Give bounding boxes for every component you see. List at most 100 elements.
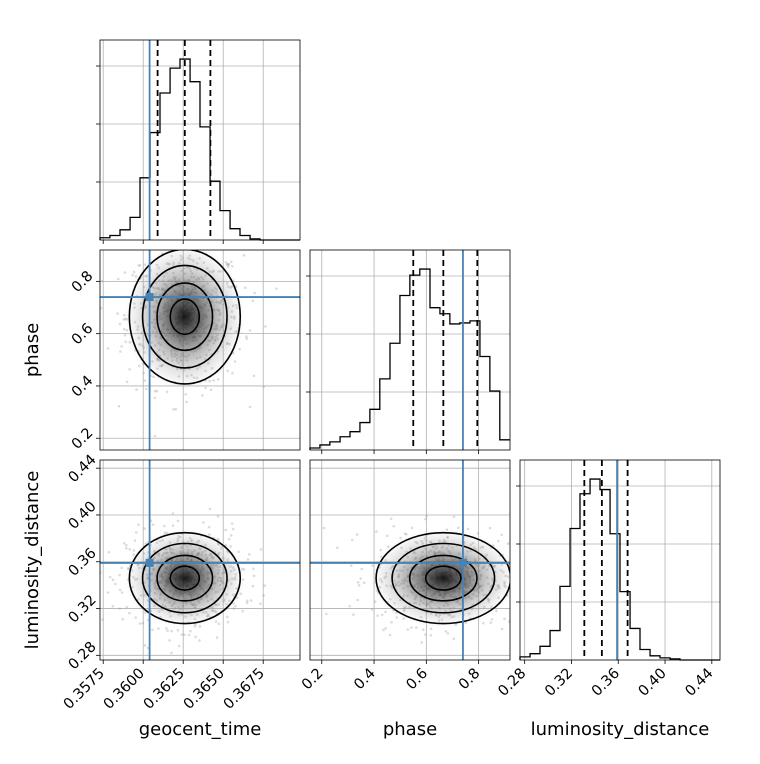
- truth-marker: [145, 558, 154, 567]
- sample-point: [171, 241, 174, 244]
- sample-point: [177, 241, 180, 244]
- sample-point: [174, 407, 178, 411]
- x-tick-label: 0.3650: [181, 666, 228, 713]
- sample-point: [170, 651, 173, 655]
- truth-marker: [458, 558, 467, 567]
- x-axis-label-phase: phase: [383, 719, 437, 740]
- x-tick-label: 0.6: [404, 666, 432, 694]
- y-axis-label-phase: phase: [22, 323, 43, 377]
- sample-point: [217, 622, 221, 626]
- sample-point: [249, 599, 253, 602]
- sample-point: [500, 627, 504, 631]
- y-tick-label: 0.2: [69, 425, 97, 453]
- sample-point: [356, 580, 360, 584]
- sample-point: [194, 635, 197, 639]
- sample-point: [125, 546, 128, 550]
- sample-point: [237, 550, 240, 554]
- sample-point: [488, 526, 492, 530]
- sample-point: [163, 524, 166, 528]
- sample-point: [429, 627, 433, 631]
- sample-point: [506, 542, 510, 545]
- sample-point: [452, 637, 456, 641]
- sample-point: [183, 633, 186, 637]
- sample-point: [106, 591, 110, 594]
- panel-frame: [309, 249, 511, 451]
- sample-point: [262, 594, 265, 597]
- sample-point: [165, 227, 168, 230]
- sample-point: [425, 514, 428, 518]
- sample-point: [176, 519, 180, 523]
- sample-point: [356, 598, 359, 602]
- panel-frame: [99, 249, 301, 451]
- sample-point: [201, 247, 204, 250]
- sample-point: [388, 633, 392, 637]
- sample-point: [252, 374, 256, 378]
- x-tick-label: 0.44: [682, 666, 716, 700]
- sample-point: [245, 337, 249, 340]
- sample-point: [457, 526, 460, 530]
- sample-point: [336, 546, 339, 550]
- sample-point: [248, 553, 251, 556]
- sample-point: [131, 273, 134, 277]
- sample-point: [100, 279, 104, 283]
- y-tick-label: 0.8: [69, 268, 97, 296]
- density-fill: [124, 250, 246, 391]
- sample-point: [120, 566, 124, 570]
- sample-point: [242, 244, 245, 247]
- x-tick-label: 0.3625: [141, 666, 188, 713]
- x-tick-label: 0.36: [589, 666, 623, 700]
- sample-point: [207, 525, 211, 529]
- sample-point: [424, 633, 427, 637]
- sample-point: [158, 236, 161, 239]
- sample-point: [275, 287, 278, 290]
- sample-point: [379, 548, 383, 552]
- density-fill: [369, 528, 510, 628]
- y-tick-label: 0.6: [69, 321, 97, 349]
- sample-point: [151, 628, 154, 632]
- sample-point: [202, 521, 205, 524]
- sample-point: [184, 392, 187, 396]
- sample-point: [180, 633, 184, 637]
- contour-level: [408, 554, 478, 602]
- sample-point: [370, 608, 374, 611]
- sample-point: [166, 629, 169, 633]
- panel-frame: [99, 459, 301, 661]
- sample-point: [415, 626, 418, 629]
- y-tick-label: 0.4: [69, 373, 97, 401]
- sample-point: [251, 299, 255, 303]
- sample-point: [515, 576, 518, 579]
- sample-point: [151, 523, 155, 527]
- x-tick-label: 0.3575: [61, 666, 108, 713]
- sample-point: [208, 507, 212, 511]
- sample-point: [489, 621, 493, 624]
- contour-level: [424, 565, 462, 591]
- x-tick-label: 0.28: [495, 666, 529, 700]
- sample-point: [429, 634, 433, 637]
- sample-point: [108, 575, 112, 579]
- sample-point: [172, 408, 175, 411]
- x-tick-label: 0.40: [636, 666, 670, 700]
- sample-point: [209, 388, 213, 392]
- sample-point: [406, 628, 410, 631]
- sample-point: [512, 548, 515, 551]
- sample-point: [513, 529, 516, 532]
- sample-point: [242, 253, 246, 257]
- sample-point: [253, 291, 257, 295]
- x-tick-label: 0.3675: [221, 666, 268, 713]
- sample-point: [116, 312, 119, 315]
- histogram-luminosity-distance: [519, 478, 720, 661]
- sample-point: [520, 572, 523, 575]
- sample-point: [118, 607, 122, 610]
- sample-point: [538, 596, 541, 599]
- contour-level: [141, 542, 228, 614]
- sample-point: [134, 616, 137, 619]
- sample-point: [165, 390, 169, 394]
- sample-point: [516, 579, 519, 582]
- panel-phase-vs-geocent_time: [100, 227, 300, 450]
- sample-point: [490, 618, 494, 621]
- sample-point: [516, 551, 519, 554]
- contour-level: [391, 542, 496, 614]
- sample-point: [119, 350, 122, 353]
- sample-point: [424, 517, 427, 521]
- sample-point: [124, 543, 128, 547]
